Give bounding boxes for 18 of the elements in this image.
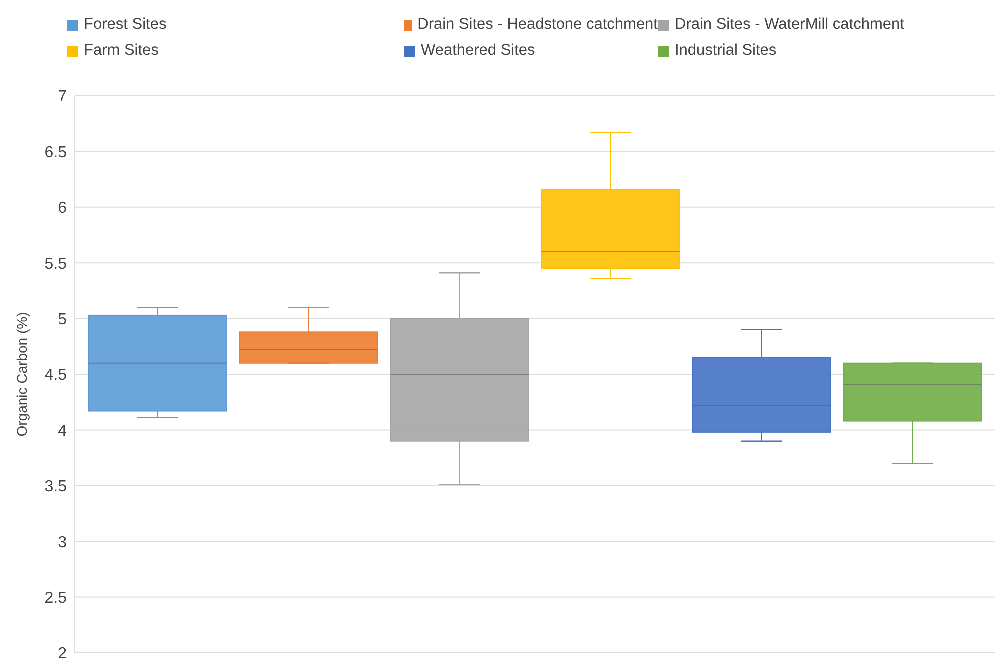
legend-label: Drain Sites - WaterMill catchment [675, 16, 904, 34]
y-tick-label: 7 [58, 88, 68, 106]
y-tick-label: 2 [58, 646, 68, 661]
y-tick-label: 4 [58, 422, 68, 440]
legend-label: Industrial Sites [675, 42, 777, 60]
legend-label: Farm Sites [84, 42, 159, 60]
y-tick-label: 5.5 [44, 256, 68, 273]
legend-label: Forest Sites [84, 16, 167, 34]
y-tick-label: 2.5 [44, 590, 68, 607]
y-tick-label: 4.5 [44, 367, 68, 384]
y-tick-label: 5 [58, 311, 68, 328]
y-tick-label: 6.5 [44, 144, 68, 162]
legend-label: Drain Sites - Headstone catchment [418, 16, 658, 34]
y-tick-label: 3.5 [44, 478, 68, 496]
y-tick-label: 6 [58, 200, 68, 218]
y-tick-label: 3 [58, 534, 68, 552]
legend-label: Weathered Sites [421, 42, 536, 60]
y-axis-title: Organic Carbon (%) [14, 312, 30, 437]
